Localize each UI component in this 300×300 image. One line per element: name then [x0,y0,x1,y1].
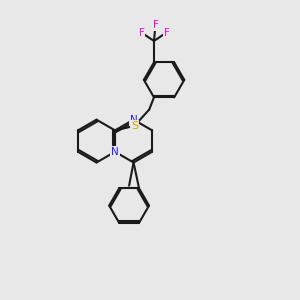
Text: F: F [164,28,169,38]
Text: S: S [131,121,138,131]
Text: F: F [139,28,144,38]
Text: N: N [111,147,119,157]
Text: F: F [152,20,158,31]
Text: N: N [130,115,137,125]
